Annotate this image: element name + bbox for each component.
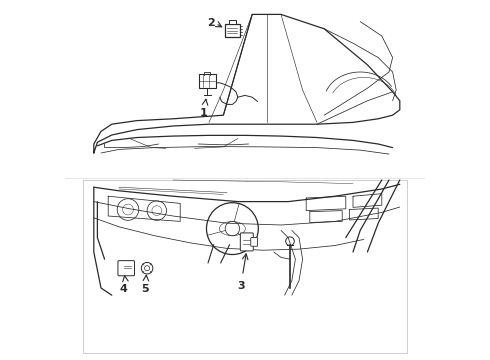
Text: 3: 3 <box>237 281 245 291</box>
FancyBboxPatch shape <box>229 20 236 24</box>
FancyBboxPatch shape <box>118 261 134 276</box>
FancyBboxPatch shape <box>225 24 240 37</box>
FancyBboxPatch shape <box>240 233 253 251</box>
FancyBboxPatch shape <box>251 238 258 246</box>
Text: 5: 5 <box>141 284 149 294</box>
Text: 2: 2 <box>207 18 215 28</box>
Text: 1: 1 <box>200 108 207 118</box>
FancyBboxPatch shape <box>198 74 216 88</box>
Text: 4: 4 <box>120 284 127 294</box>
